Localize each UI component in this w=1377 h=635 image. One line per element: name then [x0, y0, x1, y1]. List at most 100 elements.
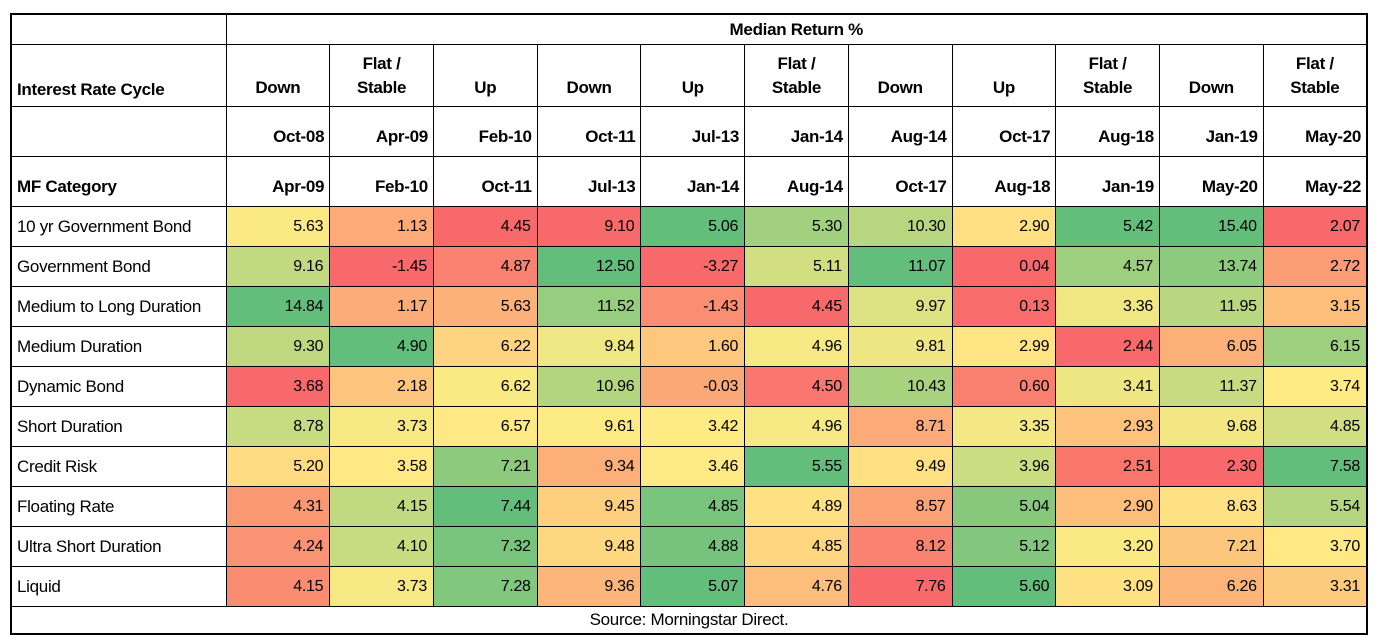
period-start-7: Oct-17 — [951, 106, 1057, 157]
value-cell: 3.73 — [329, 406, 434, 447]
cycle-header-4: Up — [640, 44, 746, 107]
value-cell: 3.96 — [951, 446, 1057, 487]
median-return-heatmap-table: Median Return % Interest Rate Cycle Down… — [10, 13, 1368, 635]
category-label: Short Duration — [10, 406, 227, 447]
value-cell: 5.42 — [1055, 206, 1160, 247]
period-start-8: Aug-18 — [1055, 106, 1160, 157]
value-cell: 8.57 — [847, 486, 953, 527]
value-cell: 9.97 — [847, 286, 953, 327]
value-cell: 2.51 — [1055, 446, 1160, 487]
value-cell: 3.31 — [1262, 566, 1368, 607]
period-end-5: Aug-14 — [744, 156, 849, 207]
value-cell: 3.74 — [1262, 366, 1368, 407]
period-end-9: May-20 — [1158, 156, 1264, 207]
value-cell: 7.44 — [432, 486, 538, 527]
value-cell: 3.35 — [951, 406, 1057, 447]
period-end-2: Oct-11 — [432, 156, 538, 207]
value-cell: 9.49 — [847, 446, 953, 487]
value-cell: 11.07 — [847, 246, 953, 287]
value-cell: 7.28 — [432, 566, 538, 607]
value-cell: 6.15 — [1262, 326, 1368, 367]
value-cell: 2.30 — [1158, 446, 1264, 487]
value-cell: 6.22 — [432, 326, 538, 367]
value-cell: 4.31 — [225, 486, 331, 527]
value-cell: 7.32 — [432, 526, 538, 567]
value-cell: 2.90 — [951, 206, 1057, 247]
period-start-6: Aug-14 — [847, 106, 953, 157]
data-row-2: Medium to Long Duration 14.84 1.17 5.63 11.5… — [10, 286, 1368, 327]
cycle-header-0: Down — [225, 44, 331, 107]
value-cell: 4.85 — [744, 526, 849, 567]
period-start-4: Jul-13 — [640, 106, 746, 157]
period-start-10: May-20 — [1262, 106, 1368, 157]
value-cell: 4.24 — [225, 526, 331, 567]
source-row: Source: Morningstar Direct. — [10, 606, 1368, 635]
category-label: Credit Risk — [10, 446, 227, 487]
value-cell: 5.54 — [1262, 486, 1368, 527]
value-cell: 14.84 — [225, 286, 331, 327]
value-cell: 1.60 — [640, 326, 746, 367]
value-cell: 5.11 — [744, 246, 849, 287]
value-cell: 5.63 — [432, 286, 538, 327]
value-cell: 4.89 — [744, 486, 849, 527]
value-cell: 9.84 — [536, 326, 642, 367]
value-cell: 5.63 — [225, 206, 331, 247]
value-cell: 3.36 — [1055, 286, 1160, 327]
category-label: Government Bond — [10, 246, 227, 287]
value-cell: 10.96 — [536, 366, 642, 407]
value-cell: 0.13 — [951, 286, 1057, 327]
data-row-3: Medium Duration 9.30 4.90 6.22 9.84 1.60 4.96 9… — [10, 326, 1368, 367]
value-cell: 4.85 — [1262, 406, 1368, 447]
value-cell: 6.26 — [1158, 566, 1264, 607]
period-start-0: Oct-08 — [225, 106, 331, 157]
value-cell: 15.40 — [1158, 206, 1264, 247]
period-end-0: Apr-09 — [225, 156, 331, 207]
value-cell: 7.21 — [1158, 526, 1264, 567]
value-cell: 4.50 — [744, 366, 849, 407]
value-cell: 9.16 — [225, 246, 331, 287]
value-cell: 5.12 — [951, 526, 1057, 567]
value-cell: 4.15 — [329, 486, 434, 527]
data-row-7: Floating Rate 4.31 4.15 7.44 9.45 4.85 4.89 8.5… — [10, 486, 1368, 527]
value-cell: 5.30 — [744, 206, 849, 247]
value-cell: 9.30 — [225, 326, 331, 367]
value-cell: 1.17 — [329, 286, 434, 327]
category-label: Ultra Short Duration — [10, 526, 227, 567]
period-start-5: Jan-14 — [744, 106, 849, 157]
value-cell: 5.07 — [640, 566, 746, 607]
value-cell: 4.88 — [640, 526, 746, 567]
value-cell: 9.61 — [536, 406, 642, 447]
period-end-4: Jan-14 — [640, 156, 746, 207]
title-row: Median Return % — [10, 13, 1368, 45]
value-cell: 12.50 — [536, 246, 642, 287]
value-cell: 4.10 — [329, 526, 434, 567]
cycle-header-1: Flat / Stable — [329, 44, 434, 107]
cycle-header-7: Up — [951, 44, 1057, 107]
value-cell: 6.57 — [432, 406, 538, 447]
period-start-9: Jan-19 — [1158, 106, 1264, 157]
data-row-0: 10 yr Government Bond 5.63 1.13 4.45 9.10 5.0… — [10, 206, 1368, 247]
value-cell: 4.57 — [1055, 246, 1160, 287]
value-cell: 6.05 — [1158, 326, 1264, 367]
value-cell: 2.18 — [329, 366, 434, 407]
value-cell: -3.27 — [640, 246, 746, 287]
value-cell: 4.90 — [329, 326, 434, 367]
value-cell: 7.58 — [1262, 446, 1368, 487]
period-end-6: Oct-17 — [847, 156, 953, 207]
cycle-header-3: Down — [536, 44, 642, 107]
value-cell: 13.74 — [1158, 246, 1264, 287]
value-cell: 5.04 — [951, 486, 1057, 527]
period-start-1: Apr-09 — [329, 106, 434, 157]
category-label: Liquid — [10, 566, 227, 607]
data-row-6: Credit Risk 5.20 3.58 7.21 9.34 3.46 5.55 9.49 3… — [10, 446, 1368, 487]
mf-category-label: MF Category — [10, 156, 227, 207]
category-label: Medium Duration — [10, 326, 227, 367]
value-cell: 9.45 — [536, 486, 642, 527]
value-cell: 9.68 — [1158, 406, 1264, 447]
source-note: Source: Morningstar Direct. — [10, 606, 1368, 635]
category-label: Floating Rate — [10, 486, 227, 527]
value-cell: 3.70 — [1262, 526, 1368, 567]
value-cell: 2.07 — [1262, 206, 1368, 247]
table-title: Median Return % — [225, 13, 1368, 45]
value-cell: 4.96 — [744, 326, 849, 367]
